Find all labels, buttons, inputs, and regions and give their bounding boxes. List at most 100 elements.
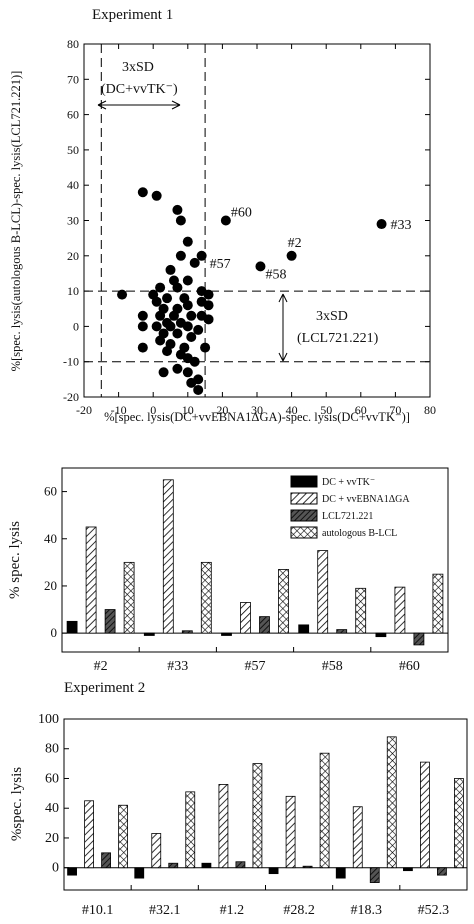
bar [317, 550, 329, 634]
bar [420, 761, 430, 869]
scatter-point [151, 190, 162, 201]
scatter-point [155, 335, 166, 346]
bar [259, 616, 270, 634]
bar [162, 479, 174, 634]
bar [454, 778, 464, 869]
scatter-point [186, 377, 197, 388]
bar [67, 867, 77, 876]
bar2-title: Experiment 2 [64, 680, 145, 696]
scatter-point [137, 321, 148, 332]
scatter-point [137, 342, 148, 353]
bar1-y-axis-label: % spec. lysis [7, 521, 23, 599]
scatter-point [182, 275, 193, 286]
bar [437, 867, 447, 876]
bar [302, 865, 313, 869]
scatter-x-tick-label: -20 [76, 403, 92, 417]
scatter-y-tick-label: 60 [67, 108, 79, 122]
bar [355, 587, 367, 634]
scatter-point [151, 296, 162, 307]
scatter-point [193, 324, 204, 335]
sd-x-annotation-line1: 3xSD [122, 60, 154, 75]
scatter-x-tick-label: 70 [389, 403, 401, 417]
scatter-x-tick-label: 80 [424, 403, 436, 417]
bar [168, 862, 179, 869]
bar [413, 632, 425, 646]
scatter-y-tick-label: 0 [73, 319, 79, 333]
scatter-point [186, 331, 197, 342]
bar-category-label: #1.2 [220, 903, 245, 918]
scatter-y-tick-label: 40 [67, 178, 79, 192]
scatter-point-labeled [220, 215, 231, 226]
sd-x-arrow [97, 100, 181, 110]
bar2-content: 0 20 40 60 80 100 #10.1 #32.1 #1.2 #28.2 #18.3 #52.… [38, 712, 467, 918]
scatter-point [168, 310, 179, 321]
scatter-y-tick-label: 70 [67, 72, 79, 86]
scatter-point-labeled [196, 250, 207, 261]
bar [200, 561, 212, 634]
scatter-point [189, 356, 200, 367]
scatter-point-label: #2 [288, 236, 302, 251]
bar-y-tick-label: 60 [45, 771, 59, 786]
scatter-x-tick-label: -10 [111, 403, 127, 417]
scatter-x-tick-label: 60 [355, 403, 367, 417]
scatter-point-label: #60 [231, 206, 252, 221]
scatter-point [158, 367, 169, 378]
bar [432, 573, 444, 634]
bar1-plot-frame [61, 467, 449, 653]
bar [151, 833, 162, 869]
scatter-point [193, 384, 204, 395]
bar1-legend: DC + vvTK⁻ DC + vvEBNA1ΔGA LCL721.221 au… [289, 472, 447, 546]
bar-y-tick-label: 20 [45, 831, 59, 846]
scatter-x-tick-label: 0 [150, 403, 156, 417]
legend-label-dc-vvebna1: DC + vvEBNA1ΔGA [322, 494, 410, 505]
bar [118, 804, 128, 869]
bar-y-tick-label: 80 [45, 742, 59, 757]
bar [66, 620, 78, 634]
bar-y-tick-label: 100 [38, 712, 59, 727]
bar [101, 852, 111, 869]
sd-x-annotation-line2: (DC+vvTK⁻) [101, 82, 178, 97]
bar [104, 609, 116, 634]
bar [181, 630, 193, 634]
legend-swatch-lcl721 [290, 509, 318, 522]
scatter-point [172, 204, 183, 215]
legend-label-autologous: autologous B-LCL [322, 528, 397, 539]
scatter-y-tick-label: 30 [67, 214, 79, 228]
scatter-point [189, 257, 200, 268]
scatter-y-tick-label: 20 [67, 249, 79, 263]
scatter-point-labeled [255, 261, 266, 272]
scatter-point [137, 310, 148, 321]
scatter-y-tick-label: -10 [63, 355, 79, 369]
bar1-content: 0 20 40 60 #2 #33 #57 #58 #60 [44, 479, 448, 674]
scatter-point [182, 367, 193, 378]
scatter-point [172, 282, 183, 293]
scatter-point [162, 293, 173, 304]
scatter-x-tick-label: 30 [251, 403, 263, 417]
scatter-point [182, 236, 193, 247]
scatter-point [137, 187, 148, 198]
scatter-point-labels: #60 #33 #2 #57 #58 [210, 206, 412, 283]
scatter-point [117, 289, 128, 300]
bar [268, 867, 279, 875]
bar [240, 602, 251, 634]
bar-y-tick-label: 20 [44, 578, 57, 593]
scatter-point-labeled [286, 250, 297, 261]
bar [252, 763, 263, 869]
scatter-title: Experiment 1 [92, 7, 173, 23]
bar-category-label: #57 [245, 659, 266, 674]
bar [335, 867, 346, 879]
scatter-point [203, 300, 214, 311]
scatter-point [155, 310, 166, 321]
legend-label-dc-vvtk: DC + vvTK⁻ [322, 477, 375, 488]
bar [123, 561, 135, 634]
bar-y-tick-label: 0 [51, 625, 58, 640]
scatter-y-tick-label: 80 [67, 37, 79, 51]
scatter-x-tick-label: 10 [182, 403, 194, 417]
scatter-y-tick-label: 50 [67, 143, 79, 157]
scatter-y-tick-label: -20 [63, 390, 79, 404]
bar [278, 569, 289, 634]
scatter-point [175, 250, 186, 261]
bar [319, 752, 330, 869]
bar [134, 867, 145, 879]
